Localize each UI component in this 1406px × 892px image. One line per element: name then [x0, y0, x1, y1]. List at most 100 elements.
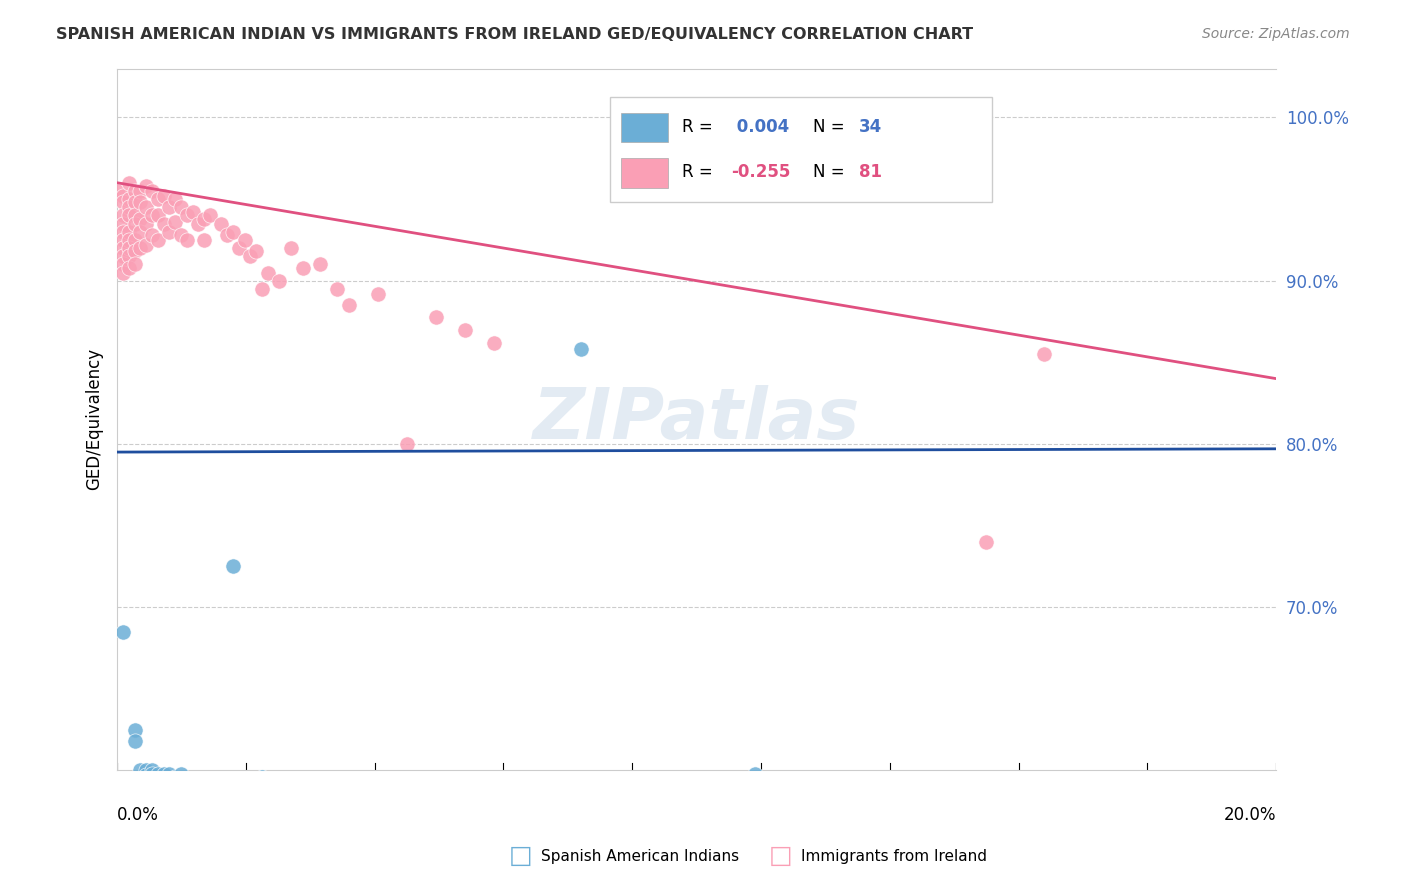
Point	[250, 770, 273, 784]
Point	[146, 208, 169, 222]
Point	[176, 208, 198, 222]
Point	[124, 734, 146, 748]
Point	[211, 217, 233, 231]
Point	[176, 233, 198, 247]
Point	[165, 192, 187, 206]
Point	[326, 282, 349, 296]
Text: 0.0%: 0.0%	[117, 806, 159, 824]
Point	[337, 298, 360, 312]
Point	[211, 772, 233, 786]
Point	[111, 257, 134, 271]
Point	[111, 249, 134, 263]
FancyBboxPatch shape	[621, 112, 668, 142]
Point	[187, 217, 209, 231]
Point	[135, 200, 157, 214]
Point	[124, 723, 146, 737]
Point	[135, 217, 157, 231]
Point	[124, 195, 146, 210]
Text: SPANISH AMERICAN INDIAN VS IMMIGRANTS FROM IRELAND GED/EQUIVALENCY CORRELATION C: SPANISH AMERICAN INDIAN VS IMMIGRANTS FR…	[56, 27, 973, 42]
Y-axis label: GED/Equivalency: GED/Equivalency	[86, 349, 103, 491]
Point	[118, 233, 141, 247]
Text: 81: 81	[859, 163, 882, 181]
FancyBboxPatch shape	[621, 159, 668, 188]
Point	[193, 780, 215, 794]
Point	[135, 179, 157, 194]
Text: □: □	[769, 845, 792, 868]
Point	[193, 772, 215, 786]
Point	[193, 211, 215, 226]
Text: Source: ZipAtlas.com: Source: ZipAtlas.com	[1202, 27, 1350, 41]
Text: 20.0%: 20.0%	[1223, 806, 1277, 824]
Point	[198, 783, 221, 797]
Point	[157, 766, 180, 780]
Point	[111, 195, 134, 210]
Point	[250, 780, 273, 794]
Point	[395, 437, 418, 451]
Point	[135, 764, 157, 778]
Point	[152, 217, 174, 231]
Point	[129, 772, 152, 786]
Point	[111, 225, 134, 239]
Point	[233, 233, 256, 247]
Point	[170, 773, 193, 788]
FancyBboxPatch shape	[610, 96, 993, 202]
Point	[124, 244, 146, 259]
Point	[124, 184, 146, 198]
Point	[141, 772, 163, 786]
Point	[157, 200, 180, 214]
Point	[141, 766, 163, 780]
Text: R =: R =	[682, 163, 717, 181]
Point	[146, 780, 169, 794]
Point	[250, 282, 273, 296]
Point	[976, 534, 998, 549]
Point	[129, 764, 152, 778]
Point	[170, 766, 193, 780]
Point	[146, 192, 169, 206]
Text: R =: R =	[682, 118, 717, 136]
Point	[245, 244, 267, 259]
Point	[228, 241, 250, 255]
Point	[269, 274, 291, 288]
Point	[239, 249, 262, 263]
Point	[124, 217, 146, 231]
Point	[198, 776, 221, 790]
Point	[118, 200, 141, 214]
Point	[141, 227, 163, 242]
Point	[118, 249, 141, 263]
Point	[111, 208, 134, 222]
Point	[118, 176, 141, 190]
Text: N =: N =	[813, 163, 849, 181]
Point	[118, 208, 141, 222]
Point	[124, 208, 146, 222]
Point	[105, 184, 128, 198]
Point	[141, 780, 163, 794]
Point	[129, 225, 152, 239]
Text: □: □	[509, 845, 531, 868]
Point	[129, 241, 152, 255]
Point	[157, 780, 180, 794]
Point	[425, 310, 447, 324]
Point	[222, 559, 245, 574]
Point	[165, 770, 187, 784]
Point	[135, 780, 157, 794]
Text: ZIPatlas: ZIPatlas	[533, 385, 860, 454]
Point	[111, 241, 134, 255]
Point	[367, 286, 389, 301]
Point	[309, 257, 332, 271]
Point	[152, 772, 174, 786]
Text: Spanish American Indians: Spanish American Indians	[541, 849, 740, 863]
Point	[111, 217, 134, 231]
Point	[111, 624, 134, 639]
Point	[170, 227, 193, 242]
Point	[744, 766, 766, 780]
Point	[165, 215, 187, 229]
Point	[118, 192, 141, 206]
Point	[222, 225, 245, 239]
Point	[141, 764, 163, 778]
Point	[165, 780, 187, 794]
Point	[135, 788, 157, 802]
Point	[129, 184, 152, 198]
Point	[152, 189, 174, 203]
Point	[170, 200, 193, 214]
Point	[157, 225, 180, 239]
